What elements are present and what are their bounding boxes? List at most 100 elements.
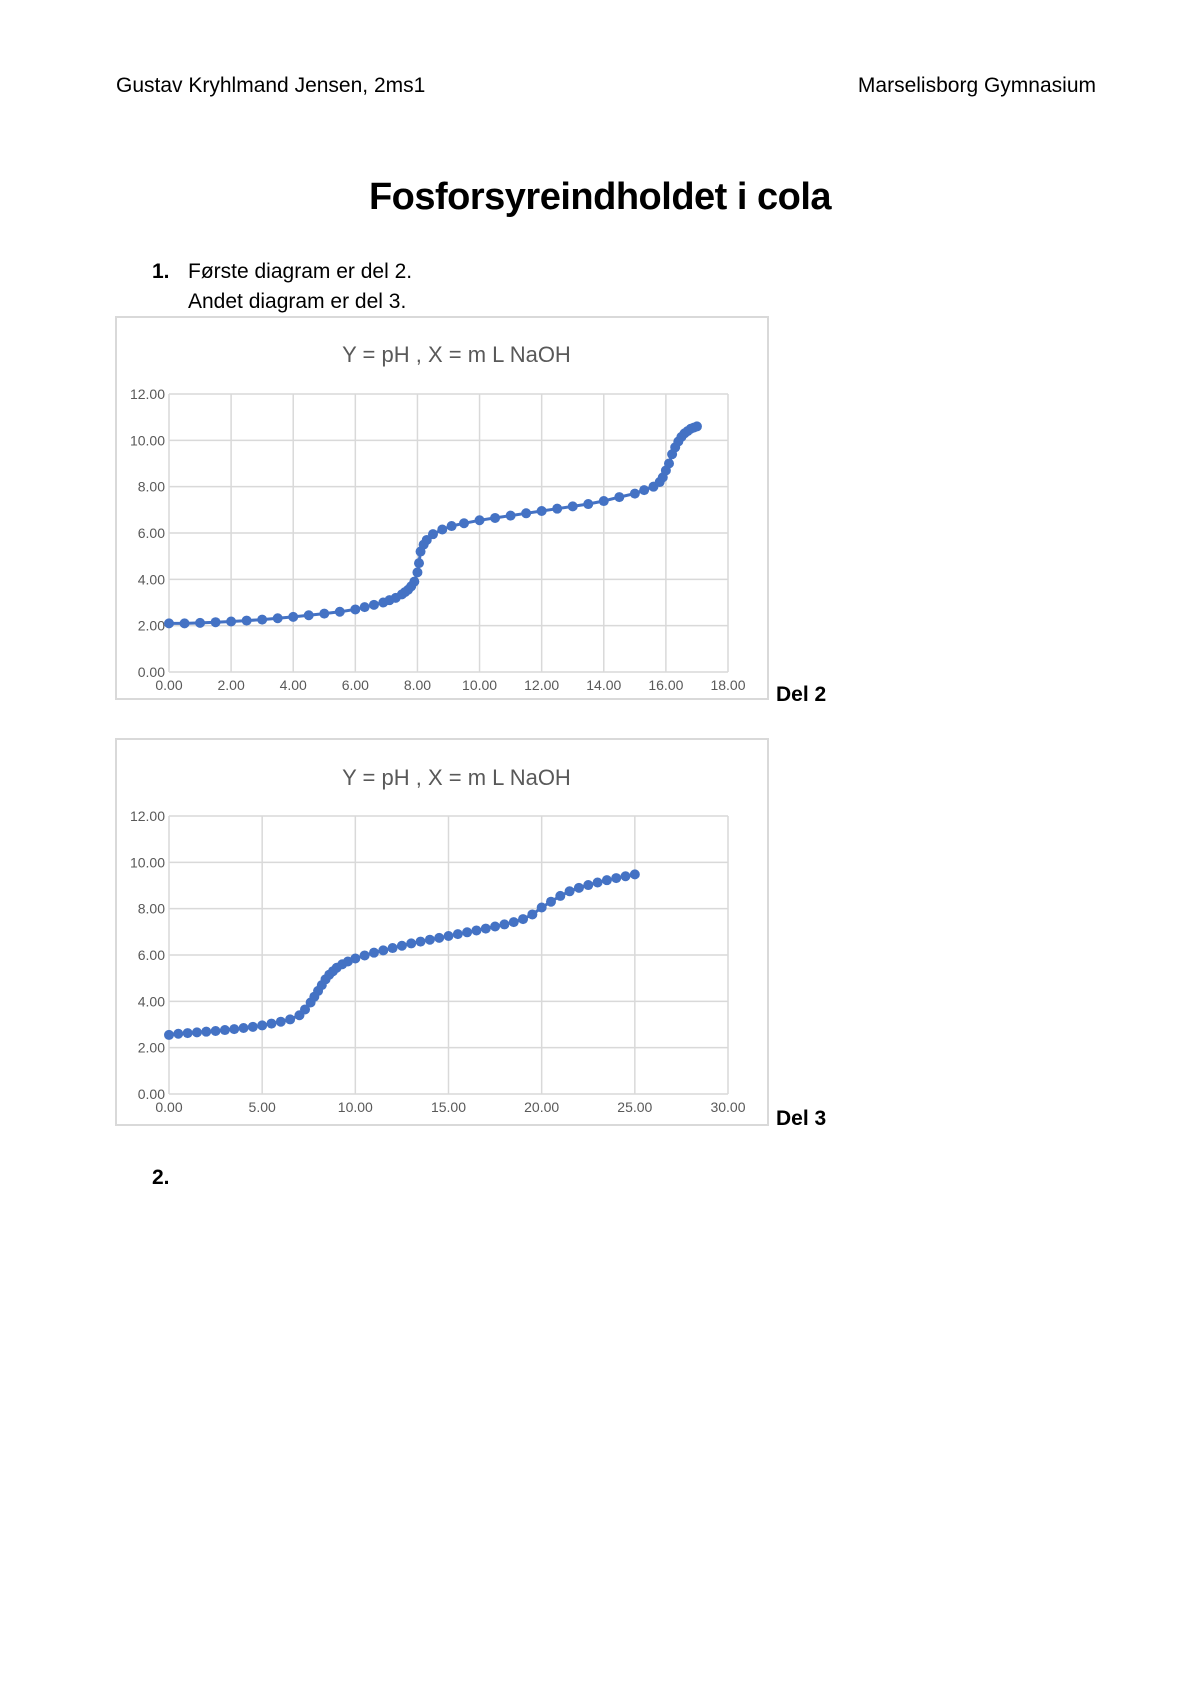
chart-0-x-tick-label: 4.00 — [280, 677, 307, 693]
chart-1-data-point — [182, 1028, 193, 1039]
chart-0-data-point — [257, 614, 268, 625]
chart-0-series-line — [169, 425, 698, 625]
chart-1-data-point — [592, 877, 603, 888]
chart-1-data-point — [201, 1026, 212, 1037]
chart-1-data-point — [564, 886, 575, 897]
chart-label-del-3: Del 3 — [776, 1107, 827, 1130]
chart-1-data-point — [266, 1018, 277, 1029]
chart-0-data-point — [179, 618, 190, 629]
chart-0-data-point — [350, 604, 361, 615]
chart-0-data-point — [459, 518, 470, 529]
chart-0-data-point — [567, 501, 578, 512]
chart-0-title: Y = pH , X = m L NaOH — [342, 342, 571, 367]
chart-0-x-tick-label: 18.00 — [710, 677, 745, 693]
chart-0-data-point — [598, 496, 609, 507]
chart-0-data-point — [427, 529, 438, 540]
chart-0-data-point — [413, 558, 424, 569]
chart-1-y-tick-label: 10.00 — [130, 854, 165, 870]
chart-1-y-tick-label: 4.00 — [138, 993, 165, 1009]
chart-0-data-point — [639, 485, 650, 496]
chart-1-y-tick-label: 6.00 — [138, 947, 165, 963]
chart-1-data-point — [536, 902, 547, 913]
chart-1-data-point — [300, 1004, 311, 1015]
chart-0-data-point — [319, 608, 330, 619]
chart-0-x-tick-label: 12.00 — [524, 677, 559, 693]
chart-0-x-tick-label: 16.00 — [648, 677, 683, 693]
chart-1-data-point — [285, 1014, 296, 1025]
chart-0-y-tick-label: 6.00 — [138, 525, 165, 541]
chart-1-data-point — [247, 1021, 258, 1032]
chart-1-x-tick-label: 15.00 — [431, 1099, 466, 1115]
chart-0-data-point — [164, 618, 174, 629]
chart-1-data-point — [443, 931, 454, 942]
chart-0-data-point — [272, 613, 283, 624]
chart-1-data-point — [359, 950, 370, 961]
chart-1-data-point — [173, 1028, 184, 1039]
chart-0-data-point — [552, 503, 563, 514]
chart-0-y-tick-label: 10.00 — [130, 432, 165, 448]
chart-1-data-point — [462, 927, 473, 938]
chart-1-data-point — [573, 882, 584, 893]
chart-1-data-point — [257, 1020, 268, 1031]
list-item-1-text-line2: Andet diagram er del 3. — [188, 290, 407, 313]
chart-0-data-point — [359, 602, 370, 613]
page-title: Fosforsyreindholdet i cola — [368, 176, 832, 218]
chart-1-data-point — [406, 938, 417, 949]
chart-0-data-point — [409, 576, 420, 587]
header-author: Gustav Kryhlmand Jensen, 2ms1 — [116, 74, 426, 97]
chart-1-data-point — [555, 890, 566, 901]
chart-1-x-tick-label: 0.00 — [155, 1099, 182, 1115]
chart-1-x-tick-label: 20.00 — [524, 1099, 559, 1115]
chart-1-data-point — [229, 1024, 240, 1035]
chart-1-data-point — [424, 934, 435, 945]
chart-0-x-tick-label: 14.00 — [586, 677, 621, 693]
chart-0-x-tick-label: 0.00 — [155, 677, 182, 693]
chart-0-data-point — [226, 616, 237, 627]
chart-1-x-tick-label: 25.00 — [617, 1099, 652, 1115]
chart-1-data-point — [601, 875, 612, 886]
chart-1-data-point — [434, 932, 445, 943]
chart-1-data-point — [368, 947, 379, 958]
list-item-2-number: 2. — [152, 1166, 170, 1189]
chart-1-data-point — [219, 1025, 230, 1036]
chart-1-data-point — [508, 917, 519, 928]
chart-1-data-point — [545, 896, 556, 907]
chart-0-data-point — [614, 492, 625, 503]
chart-0-data-point — [583, 499, 594, 510]
chart-del-3: Y = pH , X = m L NaOH 0.00 5.00 10.00 15.00 2… — [115, 738, 769, 1126]
list-item-2: 2. — [152, 1166, 188, 1190]
chart-0-data-point — [505, 510, 516, 521]
chart-1-title: Y = pH , X = m L NaOH — [342, 765, 571, 790]
list-item-1-number: 1. — [152, 260, 170, 283]
chart-0-data-point — [412, 567, 423, 578]
header-school: Marselisborg Gymnasium — [857, 74, 1096, 97]
chart-del-2: Y = pH , X = m L NaOH 0.00 2.00 4.00 6.00 8.0… — [115, 316, 769, 700]
chart-1-data-point — [387, 943, 398, 954]
chart-1-x-tick-label: 30.00 — [710, 1099, 745, 1115]
chart-1-x-tick-label: 5.00 — [249, 1099, 276, 1115]
chart-0-x-tick-label: 10.00 — [462, 677, 497, 693]
chart-0-x-tick-label: 2.00 — [217, 677, 244, 693]
chart-0-data-point — [691, 421, 702, 432]
chart-1-data-point — [238, 1022, 249, 1033]
chart-0-data-point — [490, 512, 501, 523]
chart-0-data-point — [629, 488, 640, 499]
chart-1-data-point — [620, 871, 631, 882]
chart-0-y-tick-label: 12.00 — [130, 386, 165, 402]
chart-1-y-tick-label: 0.00 — [138, 1086, 165, 1102]
list-item-1: 1. Første diagram er del 2. — [152, 260, 412, 284]
list-item-1-text: Første diagram er del 2. — [188, 260, 413, 283]
chart-1-data-point — [210, 1025, 221, 1036]
chart-del-3-svg: Y = pH , X = m L NaOH 0.00 5.00 10.00 15.00 2… — [130, 765, 746, 1115]
chart-0-data-point — [288, 611, 299, 622]
chart-label-del-2: Del 2 — [776, 683, 827, 706]
chart-1-data-point — [191, 1027, 202, 1038]
chart-1-data-point — [527, 909, 538, 920]
chart-1-data-point — [350, 953, 361, 964]
chart-1-data-point — [396, 940, 407, 951]
chart-0-x-tick-label: 6.00 — [342, 677, 369, 693]
chart-0-y-tick-label: 4.00 — [138, 571, 165, 587]
chart-0-data-point — [210, 617, 221, 628]
chart-0-y-tick-label: 2.00 — [138, 618, 165, 634]
chart-0-data-point — [437, 524, 448, 535]
